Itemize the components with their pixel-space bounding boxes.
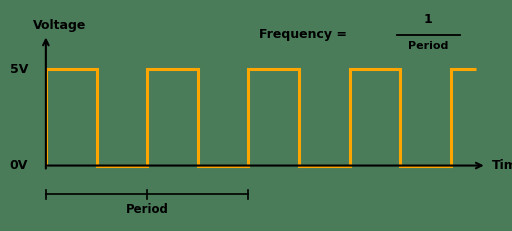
Text: 5V: 5V xyxy=(10,63,28,76)
Text: 1: 1 xyxy=(424,13,433,26)
Text: Period: Period xyxy=(408,41,449,51)
Text: Frequency =: Frequency = xyxy=(259,28,351,41)
Text: Period: Period xyxy=(126,203,168,216)
Text: Voltage: Voltage xyxy=(33,19,87,32)
Text: 0V: 0V xyxy=(10,159,28,172)
Text: Time: Time xyxy=(492,159,512,172)
